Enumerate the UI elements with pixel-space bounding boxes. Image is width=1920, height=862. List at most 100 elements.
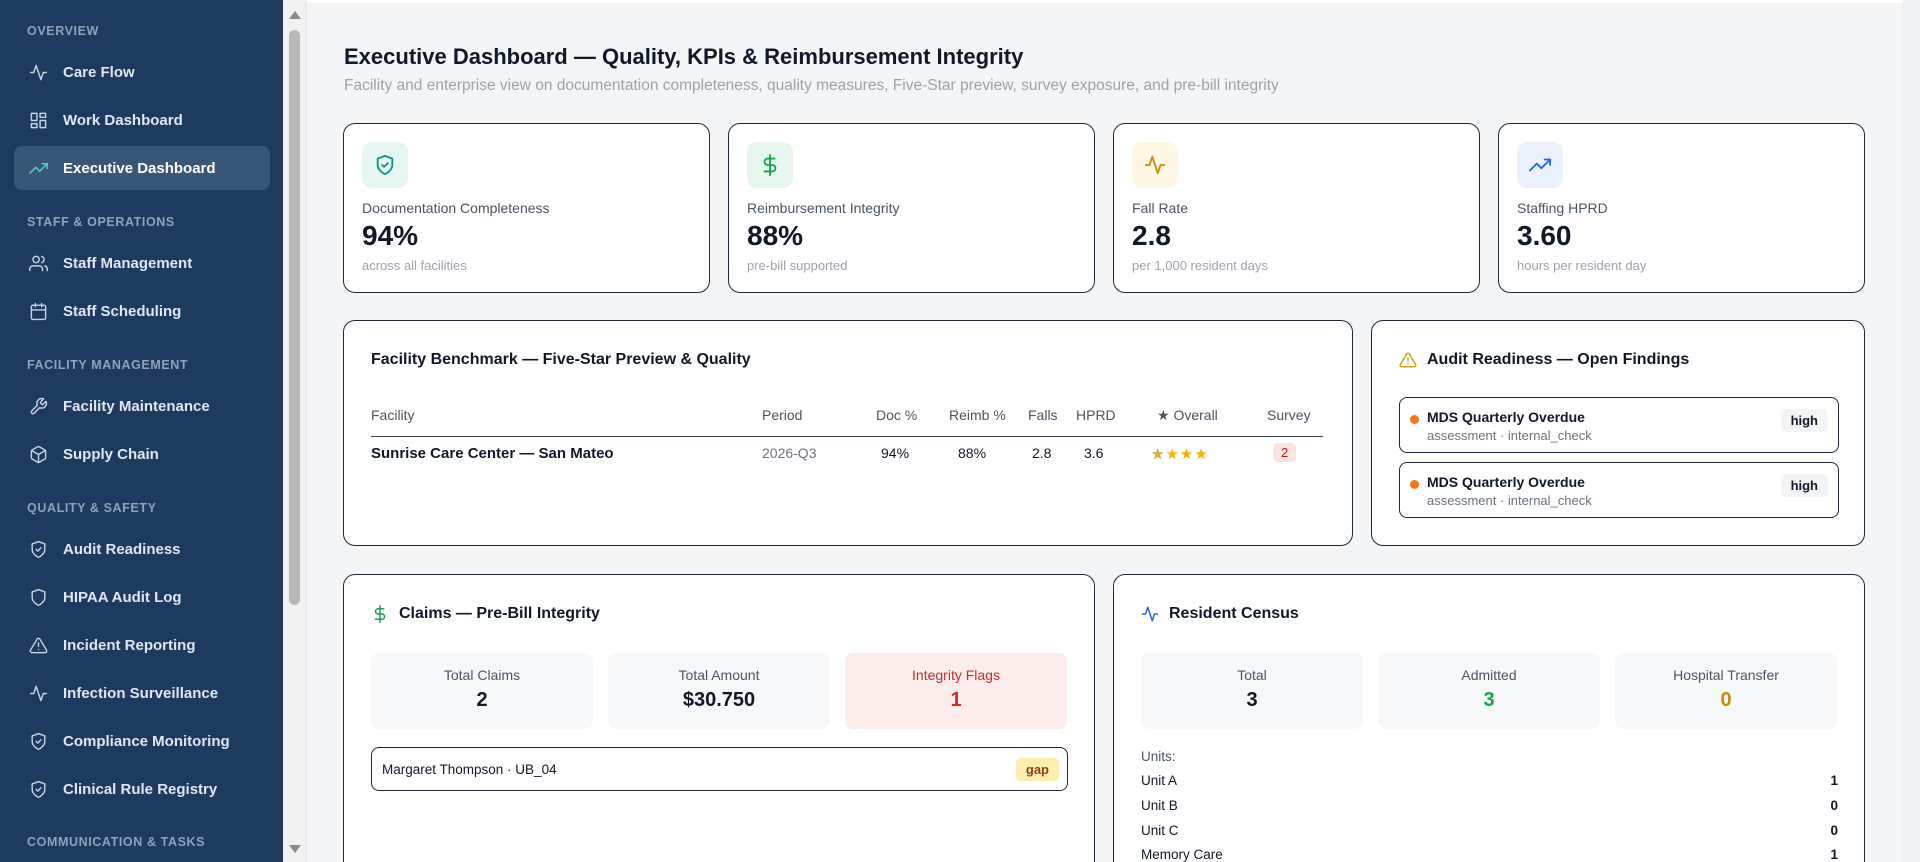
sidebar-item-incident-reporting[interactable]: Incident Reporting <box>14 623 270 667</box>
audit-readiness-card: Audit Readiness — Open Findings MDS Quar… <box>1371 320 1865 546</box>
card-title: Audit Readiness — Open Findings <box>1399 351 1689 369</box>
scroll-up-arrow-icon[interactable] <box>289 11 301 19</box>
sidebar: OVERVIEW Care Flow Work Dashboard Execut… <box>0 0 283 862</box>
column-header: Doc % <box>876 407 918 423</box>
table-row[interactable]: Sunrise Care Center — San Mateo 2026-Q3 … <box>371 443 1323 475</box>
stat-value: 2 <box>476 689 488 711</box>
stat-integrity-flags: Integrity Flags 1 <box>845 653 1067 729</box>
sidebar-item-label: Audit Readiness <box>63 540 181 558</box>
column-header: Facility <box>371 407 415 423</box>
column-header: Survey <box>1267 407 1311 423</box>
trending-up-icon <box>28 158 48 178</box>
sidebar-section-facility-management: FACILITY MANAGEMENT <box>27 358 189 372</box>
sidebar-item-staff-management[interactable]: Staff Management <box>14 241 270 285</box>
sidebar-item-staff-scheduling[interactable]: Staff Scheduling <box>14 289 270 333</box>
unit-name: Memory Care <box>1141 847 1223 862</box>
survey-badge: 2 <box>1273 443 1297 462</box>
reimb-percent-cell: 88% <box>958 445 987 461</box>
alert-triangle-icon <box>1399 352 1417 368</box>
kpi-value: 3.60 <box>1517 220 1572 251</box>
kpi-label: Reimbursement Integrity <box>747 200 900 216</box>
kpi-value: 94% <box>362 220 419 251</box>
shield-check-icon <box>28 731 48 751</box>
sidebar-item-care-flow[interactable]: Care Flow <box>14 50 270 94</box>
column-header: ★ Overall <box>1157 407 1218 423</box>
shield-check-icon <box>362 142 408 188</box>
activity-icon <box>28 683 48 703</box>
sidebar-item-hipaa-audit-log[interactable]: HIPAA Audit Log <box>14 575 270 619</box>
sidebar-item-supply-chain[interactable]: Supply Chain <box>14 432 270 476</box>
sidebar-item-executive-dashboard[interactable]: Executive Dashboard <box>14 146 270 190</box>
claim-text: Margaret Thompson · UB_04 <box>382 762 557 777</box>
layout-grid-icon <box>28 110 48 130</box>
scroll-thumb[interactable] <box>289 30 300 605</box>
sidebar-item-label: Infection Surveillance <box>63 684 219 702</box>
stat-value: 3 <box>1483 689 1495 711</box>
hprd-cell: 3.6 <box>1084 445 1104 461</box>
sidebar-item-facility-maintenance[interactable]: Facility Maintenance <box>14 384 270 428</box>
stat-total-amount: Total Amount $30.750 <box>608 653 830 729</box>
finding-title: MDS Quarterly Overdue <box>1427 474 1585 490</box>
unit-name: Unit C <box>1141 823 1179 838</box>
card-title-text: Claims — Pre-Bill Integrity <box>399 605 600 622</box>
main-content: Executive Dashboard — Quality, KPIs & Re… <box>306 0 1920 862</box>
kpi-label: Fall Rate <box>1132 200 1189 216</box>
facility-benchmark-card: Facility Benchmark — Five-Star Preview &… <box>343 320 1353 546</box>
kpi-card-documentation: Documentation Completeness 94% across al… <box>343 123 710 293</box>
trending-up-icon <box>1517 142 1563 188</box>
resident-census-card: Resident Census Total 3 Admitted 3 Hospi… <box>1113 574 1865 862</box>
sidebar-item-label: Work Dashboard <box>63 111 183 129</box>
activity-icon <box>28 62 48 82</box>
unit-row: Unit A 1 <box>1141 773 1838 793</box>
activity-icon <box>1141 606 1159 622</box>
column-header: Period <box>762 407 803 423</box>
sidebar-item-label: Executive Dashboard <box>63 159 216 177</box>
kpi-card-fall-rate: Fall Rate 2.8 per 1,000 resident days <box>1113 123 1480 293</box>
sidebar-item-clinical-rule-registry[interactable]: Clinical Rule Registry <box>14 767 270 811</box>
sidebar-item-label: Incident Reporting <box>63 636 196 654</box>
sidebar-item-compliance-monitoring[interactable]: Compliance Monitoring <box>14 719 270 763</box>
sidebar-section-quality-safety: QUALITY & SAFETY <box>27 501 157 515</box>
page-subtitle: Facility and enterprise view on document… <box>344 77 1279 94</box>
column-header: Reimb % <box>949 407 1006 423</box>
unit-count: 0 <box>1830 823 1838 838</box>
sidebar-item-infection-surveillance[interactable]: Infection Surveillance <box>14 671 270 715</box>
card-title-text: Audit Readiness — Open Findings <box>1427 351 1690 368</box>
finding-title: MDS Quarterly Overdue <box>1427 409 1585 425</box>
stat-label: Total Amount <box>678 667 760 683</box>
sidebar-item-work-dashboard[interactable]: Work Dashboard <box>14 98 270 142</box>
card-title: Resident Census <box>1141 605 1299 623</box>
stat-value: 3 <box>1246 689 1258 711</box>
sidebar-section-communication-tasks: COMMUNICATION & TASKS <box>27 835 206 849</box>
unit-name: Unit B <box>1141 798 1178 813</box>
sidebar-item-audit-readiness[interactable]: Audit Readiness <box>14 527 270 571</box>
severity-dot <box>1410 415 1419 424</box>
finding-item[interactable]: MDS Quarterly Overdue assessment · inter… <box>1399 397 1839 453</box>
stat-hospital-transfer: Hospital Transfer 0 <box>1615 653 1837 729</box>
unit-count: 0 <box>1830 798 1838 813</box>
unit-row: Unit B 0 <box>1141 798 1838 818</box>
stat-total: Total 3 <box>1141 653 1363 729</box>
sidebar-scrollbar[interactable] <box>283 0 306 862</box>
kpi-note: pre-bill supported <box>747 258 848 273</box>
finding-item[interactable]: MDS Quarterly Overdue assessment · inter… <box>1399 462 1839 518</box>
package-icon <box>28 444 48 464</box>
column-header: Falls <box>1028 407 1058 423</box>
stat-label: Admitted <box>1461 667 1517 683</box>
unit-row: Memory Care 1 <box>1141 847 1838 862</box>
sidebar-item-label: Compliance Monitoring <box>63 732 230 750</box>
main-top-border <box>307 0 1903 3</box>
activity-icon <box>1132 142 1178 188</box>
scroll-down-arrow-icon[interactable] <box>289 845 301 853</box>
claim-row[interactable]: Margaret Thompson · UB_04 gap <box>371 747 1068 791</box>
kpi-label: Staffing HPRD <box>1517 200 1608 216</box>
kpi-note: per 1,000 resident days <box>1132 258 1268 273</box>
sidebar-item-label: Care Flow <box>63 63 135 81</box>
sidebar-item-label: Staff Management <box>63 254 193 272</box>
dollar-icon <box>747 142 793 188</box>
claims-card: Claims — Pre-Bill Integrity Total Claims… <box>343 574 1095 862</box>
column-header: HPRD <box>1076 407 1116 423</box>
card-title-text: Resident Census <box>1169 605 1299 622</box>
doc-percent-cell: 94% <box>881 445 910 461</box>
card-title: Facility Benchmark — Five-Star Preview &… <box>371 351 751 368</box>
